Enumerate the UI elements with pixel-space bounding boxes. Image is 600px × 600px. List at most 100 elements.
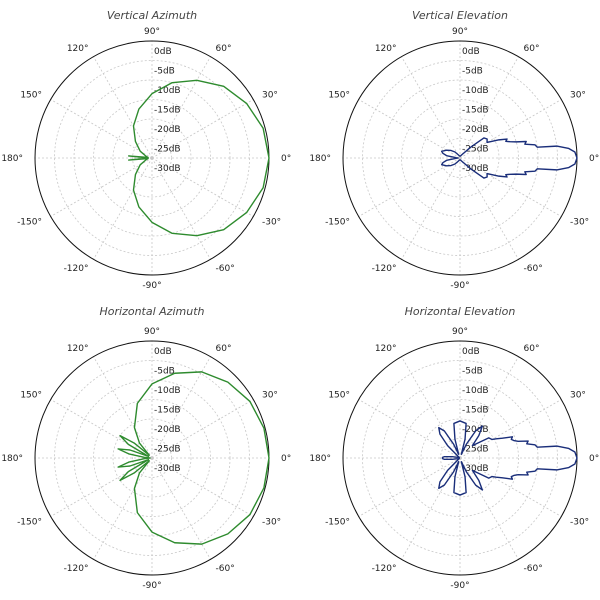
grid-spoke [151, 99, 254, 159]
grid-spoke [459, 56, 519, 159]
angle-tick-label: -30° [570, 218, 589, 228]
angle-tick-label: 120° [375, 344, 397, 354]
grid-ring [93, 99, 211, 217]
radial-tick-label: -10dB [154, 86, 181, 96]
pattern-trace [438, 420, 578, 496]
grid-ring [112, 118, 192, 198]
radial-tick-label: -20dB [462, 125, 489, 135]
grid-spoke [459, 157, 562, 217]
grid-spoke [459, 457, 562, 517]
grid-spoke [459, 356, 519, 459]
chart-title: Vertical Elevation [412, 9, 508, 22]
angle-tick-label: -60° [216, 564, 235, 574]
grid-spoke [358, 157, 461, 217]
angle-tick-label: 180° [309, 454, 331, 464]
grid-ring [401, 399, 519, 517]
radial-tick-label: -15dB [154, 106, 181, 116]
radial-tick-label: 0dB [462, 347, 480, 357]
grid-spoke [50, 457, 153, 517]
grid-spoke [401, 56, 461, 159]
grid-spoke [151, 157, 254, 217]
grid-spoke [93, 356, 153, 459]
polar-chart-1: Vertical Azimuth 0° 30° 60° 90° 120° 150° 180° -… [1, 9, 291, 291]
angle-tick-label: -60° [524, 264, 543, 274]
angle-tick-label: 120° [67, 344, 89, 354]
angle-tick-label: -60° [524, 564, 543, 574]
angle-tick-label: -150° [17, 218, 42, 228]
radial-tick-label: -5dB [462, 367, 483, 377]
angle-tick-label: 150° [20, 91, 42, 101]
grid-spoke [459, 457, 519, 560]
angle-tick-label: 90° [144, 327, 160, 337]
angle-tick-label: 150° [328, 391, 350, 401]
radial-tick-label: -20dB [154, 125, 181, 135]
angle-tick-label: 120° [67, 44, 89, 54]
angle-tick-label: 90° [452, 27, 468, 37]
radial-tick-label: -30dB [154, 164, 181, 174]
angle-tick-label: 120° [375, 44, 397, 54]
grid-spoke [93, 457, 153, 560]
angle-tick-label: -90° [450, 281, 469, 291]
pattern-trace [127, 79, 270, 237]
angle-tick-label: 30° [570, 91, 586, 101]
angle-tick-label: -90° [142, 581, 161, 591]
radial-tick-label: -15dB [154, 406, 181, 416]
grid-spoke [93, 56, 153, 159]
grid-spoke [50, 399, 153, 459]
angle-tick-label: -120° [64, 264, 89, 274]
angle-tick-label: 60° [524, 344, 540, 354]
radial-tick-label: -10dB [462, 386, 489, 396]
radial-tick-label: -20dB [462, 425, 489, 435]
chart-title: Horizontal Elevation [405, 305, 516, 318]
grid-spoke [151, 457, 254, 517]
grid-spoke [401, 356, 461, 459]
grid-spoke [459, 157, 519, 260]
angle-tick-label: -120° [372, 564, 397, 574]
grid-spoke [459, 99, 562, 159]
angle-tick-label: -150° [17, 518, 42, 528]
radial-tick-label: 0dB [462, 47, 480, 57]
radial-tick-label: -30dB [154, 464, 181, 474]
angle-tick-label: 30° [262, 391, 278, 401]
angle-tick-label: 180° [1, 454, 23, 464]
radial-tick-label: -30dB [462, 164, 489, 174]
grid-spoke [151, 356, 211, 459]
angle-tick-label: -90° [142, 281, 161, 291]
polar-chart-3: Horizontal Azimuth 0° 30° 60° 90° 120° 150° 180… [1, 305, 291, 591]
grid-spoke [358, 457, 461, 517]
angle-tick-label: -120° [64, 564, 89, 574]
angle-tick-label: -30° [262, 518, 281, 528]
radial-tick-label: -25dB [462, 145, 489, 155]
angle-tick-label: 60° [216, 344, 232, 354]
chart-title: Vertical Azimuth [107, 9, 197, 22]
grid-ring [93, 399, 211, 517]
angle-tick-label: 90° [144, 27, 160, 37]
grid-spoke [50, 99, 153, 159]
angle-tick-label: 30° [262, 91, 278, 101]
grid-spoke [151, 56, 211, 159]
angle-tick-label: 150° [328, 91, 350, 101]
angle-tick-label: -60° [216, 264, 235, 274]
radial-tick-label: -25dB [154, 145, 181, 155]
angle-tick-label: 0° [589, 154, 599, 164]
radial-tick-label: -15dB [462, 406, 489, 416]
radial-tick-label: -25dB [154, 445, 181, 455]
grid-spoke [358, 399, 461, 459]
polar-chart-2: Vertical Elevation 0° 30° 60° 90° 120° 150° 180… [309, 9, 599, 291]
radial-tick-label: -5dB [462, 67, 483, 77]
pattern-trace [117, 371, 270, 545]
grid-spoke [50, 157, 153, 217]
angle-tick-label: 0° [281, 454, 291, 464]
angle-tick-label: 30° [570, 391, 586, 401]
grid-ring [401, 99, 519, 217]
angle-tick-label: 180° [309, 154, 331, 164]
radial-tick-label: -30dB [462, 464, 489, 474]
grid-spoke [93, 157, 153, 260]
angle-tick-label: -150° [325, 518, 350, 528]
angle-tick-label: 180° [1, 154, 23, 164]
grid-spoke [358, 99, 461, 159]
radial-tick-label: -5dB [154, 67, 175, 77]
grid-ring [420, 418, 500, 498]
polar-chart-4: Horizontal Elevation 0° 30° 60° 90° 120° 150° 1… [309, 305, 599, 591]
